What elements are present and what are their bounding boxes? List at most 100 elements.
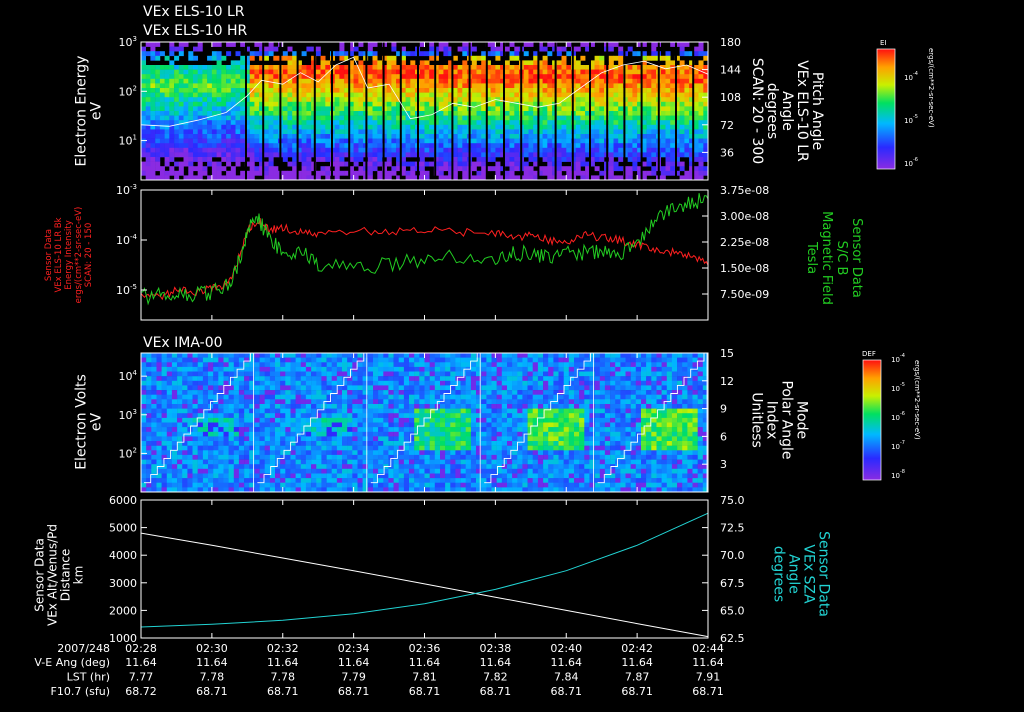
- els-pixel: [373, 60, 378, 65]
- els-pixel: [458, 79, 463, 84]
- ima-pixel: [234, 381, 239, 386]
- els-pixel: [339, 157, 344, 162]
- ima-pixel: [285, 450, 290, 455]
- ima-pixel: [260, 358, 265, 363]
- els-pixel: [250, 129, 255, 134]
- ima-pixel: [265, 450, 270, 455]
- els-pixel: [250, 171, 255, 176]
- ima-pixel: [332, 469, 337, 474]
- els-pixel: [595, 120, 600, 125]
- els-pixel: [316, 157, 321, 162]
- els-pixel: [666, 143, 671, 148]
- els-pixel: [240, 157, 245, 162]
- ima-pixel: [332, 390, 337, 395]
- els-pixel: [684, 120, 689, 125]
- ima-pixel: [435, 455, 440, 460]
- ima-pixel: [388, 441, 393, 446]
- ima-pixel: [399, 404, 404, 409]
- els-pixel: [217, 42, 222, 47]
- els-pixel: [543, 134, 548, 139]
- ima-pixel: [177, 385, 182, 390]
- ima-pixel: [208, 362, 213, 367]
- els-pixel: [377, 171, 382, 176]
- ima-pixel: [388, 446, 393, 451]
- els-pixel: [566, 106, 571, 111]
- ima-pixel: [430, 367, 435, 372]
- ima-pixel: [244, 358, 249, 363]
- ima-pixel: [378, 450, 383, 455]
- ima-pixel: [280, 413, 285, 418]
- els-pixel: [510, 139, 515, 144]
- els-pixel: [325, 157, 330, 162]
- els-pixel: [288, 88, 293, 93]
- els-pixel: [477, 97, 482, 102]
- ima-pixel: [301, 441, 306, 446]
- ima-pixel: [275, 367, 280, 372]
- ima-pixel: [141, 483, 146, 488]
- els-pixel: [226, 97, 231, 102]
- ima-pixel: [177, 455, 182, 460]
- panel2-plot-area: [141, 193, 708, 303]
- els-pixel: [339, 171, 344, 176]
- ima-pixel: [162, 483, 167, 488]
- ima-pixel: [296, 362, 301, 367]
- els-pixel: [207, 162, 212, 167]
- ima-pixel: [157, 441, 162, 446]
- ima-pixel: [146, 399, 151, 404]
- els-pixel: [373, 111, 378, 116]
- els-pixel: [292, 162, 297, 167]
- els-pixel: [694, 120, 699, 125]
- ima-pixel: [388, 395, 393, 400]
- els-pixel: [221, 116, 226, 121]
- els-pixel: [221, 143, 226, 148]
- els-pixel: [321, 83, 326, 88]
- els-pixel: [491, 83, 496, 88]
- els-pixel: [425, 134, 430, 139]
- ima-pixel: [193, 390, 198, 395]
- els-pixel: [580, 162, 585, 167]
- ima-pixel: [327, 367, 332, 372]
- els-pixel: [670, 60, 675, 65]
- ima-pixel: [275, 372, 280, 377]
- els-pixel: [160, 171, 165, 176]
- els-pixel: [628, 125, 633, 130]
- els-pixel: [439, 116, 444, 121]
- ima-pixel: [373, 418, 378, 423]
- els-pixel: [155, 93, 160, 98]
- els-pixel: [666, 97, 671, 102]
- els-pixel: [273, 47, 278, 52]
- els-pixel: [302, 97, 307, 102]
- els-pixel: [240, 65, 245, 70]
- els-pixel: [198, 166, 203, 171]
- els-pixel: [618, 166, 623, 171]
- els-pixel: [458, 88, 463, 93]
- els-pixel: [420, 83, 425, 88]
- els-pixel: [207, 74, 212, 79]
- ima-pixel: [151, 376, 156, 381]
- ima-pixel: [383, 399, 388, 404]
- els-pixel: [429, 47, 434, 52]
- ima-pixel: [234, 413, 239, 418]
- els-pixel: [339, 79, 344, 84]
- ima-pixel: [296, 413, 301, 418]
- ima-pixel: [337, 423, 342, 428]
- els-pixel: [165, 143, 170, 148]
- els-pixel: [529, 97, 534, 102]
- els-pixel: [212, 65, 217, 70]
- els-pixel: [505, 125, 510, 130]
- els-pixel: [354, 152, 359, 157]
- els-pixel: [193, 166, 198, 171]
- els-pixel: [495, 65, 500, 70]
- els-pixel: [368, 120, 373, 125]
- els-pixel: [680, 106, 685, 111]
- els-pixel: [292, 111, 297, 116]
- els-pixel: [543, 139, 548, 144]
- els-pixel: [283, 93, 288, 98]
- els-pixel: [680, 143, 685, 148]
- els-pixel: [306, 116, 311, 121]
- els-pixel: [391, 171, 396, 176]
- ima-pixel: [301, 367, 306, 372]
- els-pixel: [481, 120, 486, 125]
- els-pixel: [557, 79, 562, 84]
- els-pixel: [373, 166, 378, 171]
